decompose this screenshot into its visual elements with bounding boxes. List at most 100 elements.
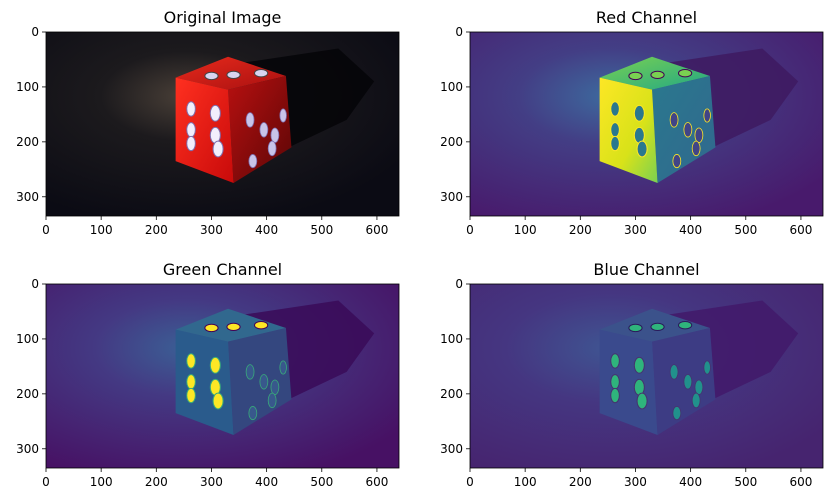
dice-pip [636,140,648,158]
dice-shadow [652,300,799,400]
x-tick-label: 200 [145,223,168,237]
dice-shadow [228,48,375,148]
image-area [46,32,399,216]
x-tick-label: 600 [365,475,388,489]
x-tick-label: 100 [514,475,537,489]
dice-pip [253,69,269,78]
dice-pip [270,379,280,395]
dice-pip [253,321,269,330]
y-tick-label: 100 [16,332,39,346]
dice-pip [610,374,620,390]
x-tick-label: 100 [514,223,537,237]
y-tick-label: 200 [440,387,463,401]
x-tick-label: 600 [789,223,812,237]
dice-pip [691,392,701,409]
y-tick-label: 100 [16,80,39,94]
dice-pip [694,127,704,143]
x-tick-label: 0 [42,223,50,237]
dice-shadow [652,48,799,148]
dice-pip [270,127,280,143]
axes-frame [469,31,824,217]
x-tick-label: 0 [466,223,474,237]
y-tick-label: 300 [440,190,463,204]
dice-pip [677,321,693,330]
x-tick-label: 600 [365,223,388,237]
panel-1: 0 100 200 300 400 500 600 0 100 200 300 Original Im… [16,8,400,237]
axes-frame [469,283,824,469]
dice-pip [633,356,645,374]
y-tick-label: 200 [440,135,463,149]
dice-pip [610,135,620,152]
dice-pip [628,323,643,333]
panel-title: Original Image [164,8,282,27]
dice-pip [267,392,277,409]
x-tick-label: 400 [255,475,278,489]
image-area [470,32,823,216]
image-area [46,284,399,468]
dice-pip [279,360,287,375]
dice-pip [650,322,665,331]
y-tick-label: 100 [440,332,463,346]
y-tick-label: 300 [16,190,39,204]
y-tick-label: 200 [16,135,39,149]
dice-pip [212,140,224,158]
panel-3: 0 100 200 300 400 500 600 0 100 200 300 Green Chann… [16,260,400,489]
dice-pip [636,392,648,410]
x-tick-label: 300 [200,223,223,237]
dice-pip [245,364,255,380]
dice-pip [226,322,241,331]
y-tick-label: 300 [16,442,39,456]
dice-pip [212,392,224,410]
y-tick-label: 0 [31,277,39,291]
dice-pip [259,374,269,390]
x-tick-label: 400 [679,223,702,237]
axes-frame [45,31,400,217]
dice-pip [186,387,196,404]
dice-pip [248,154,258,169]
dice-pip [209,356,221,374]
y-tick-label: 100 [440,80,463,94]
dice-pip [610,353,620,369]
panel-4: 0 100 200 300 400 500 600 0 100 200 300 Blue Channe… [440,260,824,489]
dice-pip [204,323,219,333]
dice-pip [677,69,693,78]
dice-pip [628,71,643,81]
dice-pip [186,353,196,369]
x-tick-label: 100 [90,223,113,237]
dice-pip [186,374,196,390]
dice-pip [204,71,219,81]
x-tick-label: 300 [624,475,647,489]
x-tick-label: 400 [679,475,702,489]
dice-shadow [228,300,375,400]
dice-pip [683,374,693,390]
dice-pip [248,406,258,421]
panel-2: 0 100 200 300 400 500 600 0 100 200 300 Red Channel [440,8,824,237]
dice-pip [703,360,711,375]
y-tick-label: 0 [455,25,463,39]
dice-pip [610,101,620,117]
x-tick-label: 300 [624,223,647,237]
dice-pip [669,112,679,128]
dice-pip [610,122,620,138]
image-area [470,284,823,468]
panel-title: Blue Channel [593,260,699,279]
y-tick-label: 300 [440,442,463,456]
y-tick-label: 0 [455,277,463,291]
dice-pip [694,379,704,395]
dice-pip [186,122,196,138]
dice-pip [259,122,269,138]
axes-frame [45,283,400,469]
dice-pip [672,154,682,169]
x-tick-label: 400 [255,223,278,237]
dice-pip [669,364,679,380]
dice-pip [703,108,711,123]
y-tick-label: 200 [16,387,39,401]
x-tick-label: 500 [310,475,333,489]
x-tick-label: 200 [569,475,592,489]
dice-pip [267,140,277,157]
x-tick-label: 0 [466,475,474,489]
x-tick-label: 600 [789,475,812,489]
x-tick-label: 0 [42,475,50,489]
dice-pip [186,101,196,117]
dice-pip [245,112,255,128]
